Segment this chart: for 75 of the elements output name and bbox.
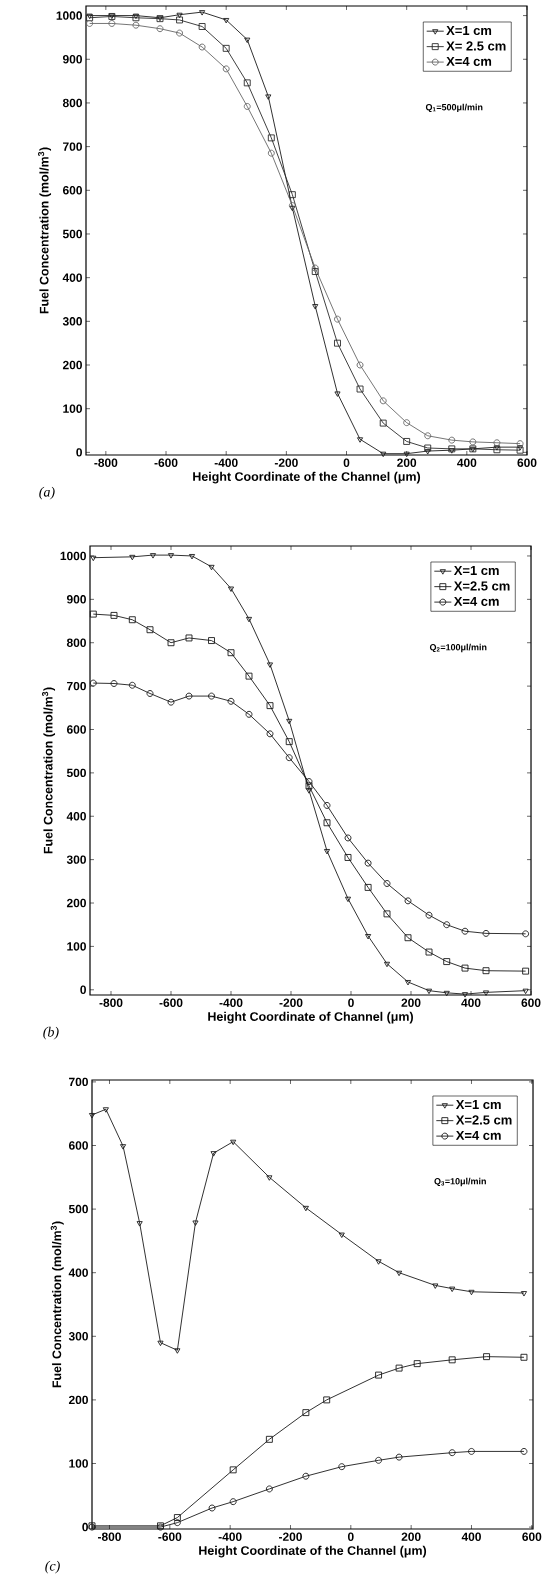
- y-tick-label: 0: [76, 448, 82, 457]
- x-tick-label: -400: [219, 998, 243, 1007]
- y-tick-label: 1000: [60, 551, 86, 561]
- y-tick-label: 700: [67, 681, 86, 691]
- text: (b): [43, 1026, 59, 1040]
- x-tick-label: 200: [401, 998, 421, 1007]
- y-tick-label: 0: [80, 985, 86, 995]
- x-axis-title: Height Coordinate of the Channel (μm): [199, 1545, 427, 1558]
- legend-label: X=1 cm: [455, 1100, 501, 1110]
- y-tick-label: 500: [66, 768, 86, 778]
- legend-label: X=4 cm: [453, 596, 499, 606]
- legend-label: X=2.5 cm: [453, 581, 510, 591]
- x-tick-label: 0: [343, 458, 350, 467]
- x-tick-label: -600: [154, 458, 178, 467]
- x-tick-label: -600: [159, 998, 183, 1007]
- legend-label: X=2.5 cm: [455, 1115, 512, 1125]
- x-tick-label: -800: [98, 1532, 121, 1541]
- x-tick-label: -200: [279, 998, 303, 1007]
- y-tick-label: 0: [82, 1522, 88, 1532]
- text: (a): [39, 486, 55, 500]
- x-tick-label: -400: [214, 458, 238, 467]
- x-tick-label: -200: [274, 458, 298, 467]
- annotation: Q$_{1}$=500μl/min: [425, 103, 483, 113]
- x-tick-label: -800: [94, 458, 118, 467]
- x-tick-label: 0: [347, 1532, 354, 1541]
- y-tick-label: 900: [66, 595, 86, 604]
- y-tick-label: 700: [63, 142, 82, 151]
- y-tick-label: 100: [67, 942, 86, 951]
- y-tick-label: 900: [62, 55, 82, 64]
- y-tick-label: 300: [66, 855, 86, 864]
- x-axis-title: Height Coordinate of Channel (μm): [208, 1011, 413, 1024]
- y-tick-label: 400: [62, 273, 82, 282]
- y-tick-label: 600: [68, 1141, 88, 1150]
- annotation: Q$_{2}$=100μl/min: [429, 643, 487, 653]
- y-tick-label: 1000: [56, 11, 82, 20]
- y-tick-label: 300: [68, 1332, 88, 1341]
- y-tick-label: 500: [62, 229, 82, 239]
- y-tick-label: 100: [69, 1459, 88, 1468]
- y-tick-label: 800: [66, 638, 86, 647]
- x-tick-label: -200: [278, 1532, 302, 1541]
- x-tick-label: 200: [401, 1532, 421, 1541]
- x-tick-label: -400: [218, 1532, 242, 1541]
- legend-label: X=4 cm: [446, 56, 492, 66]
- x-tick-label: -800: [99, 998, 123, 1007]
- text: (c): [45, 1560, 60, 1574]
- x-tick-label: 400: [461, 998, 481, 1007]
- legend-label: X=1 cm: [453, 565, 499, 576]
- x-tick-label: 400: [457, 458, 477, 467]
- legend-label: X= 2.5 cm: [446, 41, 506, 51]
- y-tick-label: 200: [66, 898, 86, 908]
- x-tick-label: 600: [521, 998, 541, 1007]
- x-axis-title: Height Coordinate of the Channel (μm): [193, 471, 421, 484]
- y-tick-label: 600: [66, 725, 86, 734]
- y-axis-title: Fuel Concentration (mol/m$^{3}$): [38, 147, 52, 314]
- x-tick-label: 600: [522, 1532, 542, 1541]
- legend-label: X=1 cm: [446, 25, 492, 36]
- y-tick-label: 100: [63, 404, 82, 413]
- y-tick-label: 600: [62, 186, 82, 195]
- y-tick-label: 200: [68, 1395, 88, 1405]
- y-tick-label: 700: [69, 1077, 88, 1087]
- y-axis-title: Fuel Concentration (mol/m$^{3}$): [50, 1221, 64, 1388]
- x-tick-label: 0: [348, 998, 354, 1007]
- x-tick-label: 400: [461, 1532, 481, 1541]
- x-tick-label: 200: [397, 458, 417, 467]
- y-tick-label: 300: [62, 317, 82, 326]
- annotation: Q$_{3}$=10μl/min: [434, 1177, 486, 1187]
- x-tick-label: 600: [517, 458, 537, 467]
- x-tick-label: -600: [158, 1532, 182, 1541]
- y-tick-label: 400: [68, 1268, 88, 1277]
- y-axis-title: Fuel Concentration (mol/m$^{3}$): [42, 687, 56, 854]
- y-tick-label: 800: [62, 98, 82, 108]
- y-tick-label: 400: [66, 812, 86, 821]
- y-tick-label: 500: [68, 1204, 88, 1214]
- y-tick-label: 200: [62, 360, 82, 370]
- legend-label: X=4 cm: [455, 1130, 501, 1140]
